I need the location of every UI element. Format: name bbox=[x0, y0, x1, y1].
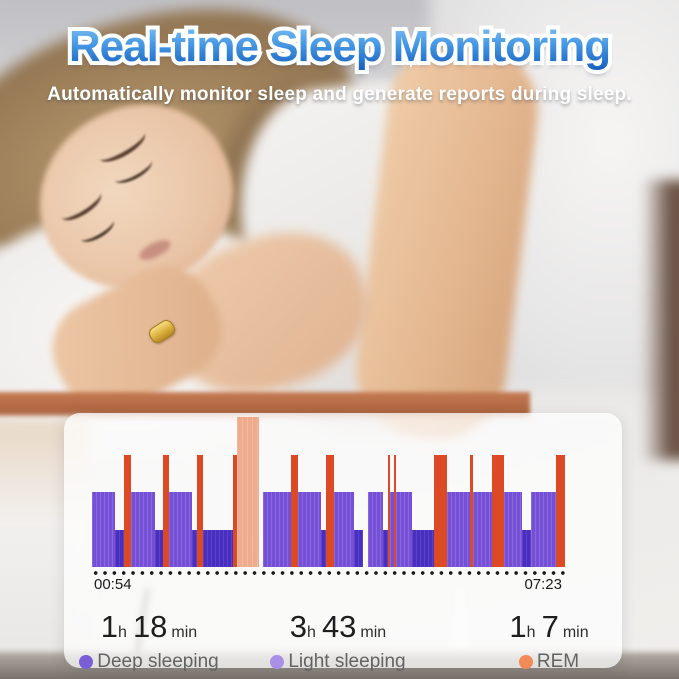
deep-sleep-dot-icon bbox=[79, 655, 94, 669]
sleep-segment-light bbox=[92, 492, 116, 567]
sleep-chart-plot bbox=[92, 417, 565, 567]
sleep-segment-light bbox=[297, 492, 321, 567]
chart-time-axis: 00:54 07:23 bbox=[64, 576, 622, 594]
light-sleep-dot-icon bbox=[270, 655, 285, 669]
sleep-segment-deep bbox=[192, 529, 198, 567]
sleep-segment-rem bbox=[163, 454, 170, 567]
sleep-segment-light bbox=[262, 492, 291, 567]
stat-rem: 1h 7 min REM bbox=[464, 609, 634, 673]
photo-bed-edge bbox=[0, 392, 530, 416]
sleep-segment-deep bbox=[412, 529, 434, 567]
sleep-segment-light bbox=[334, 492, 355, 567]
sleep-segment-rem bbox=[290, 454, 298, 567]
sleep-segment-light bbox=[390, 492, 394, 567]
sleep-segment-deep bbox=[383, 529, 388, 567]
page-title-outline: Real-time Sleep Monitoring bbox=[0, 18, 679, 75]
sleep-segment-deep bbox=[320, 529, 327, 567]
photo-headboard bbox=[642, 180, 679, 460]
sleep-segment-rem bbox=[393, 454, 397, 567]
sleep-segment-light bbox=[503, 492, 522, 567]
sleep-segment-rem bbox=[491, 454, 504, 567]
sleep-segment-light bbox=[367, 492, 383, 567]
sleep-segment-deep bbox=[202, 529, 233, 567]
sleep-segment-deep bbox=[354, 529, 363, 567]
sleep-segment-light bbox=[447, 492, 471, 567]
sleep-segment-light bbox=[530, 492, 556, 567]
stat-light-sleep: 3h 43 min Light sleeping bbox=[253, 609, 423, 673]
page-title-text: Real-time Sleep Monitoring bbox=[0, 22, 679, 72]
sleep-segment-deep bbox=[154, 529, 164, 567]
stat-light-duration: 3h 43 min bbox=[289, 609, 387, 644]
sleep-segment-light bbox=[169, 492, 193, 567]
sleep-segment-rem bbox=[433, 454, 448, 567]
chart-dotted-baseline bbox=[90, 570, 566, 576]
legend-rem: REM bbox=[464, 651, 634, 673]
sleep-segment-rem bbox=[387, 454, 391, 567]
sleep-segment-deep bbox=[521, 529, 531, 567]
stat-deep-sleep: 1h 18 min Deep sleeping bbox=[64, 609, 234, 673]
sleep-segment-rem bbox=[232, 454, 237, 567]
sleep-segment-light bbox=[130, 492, 155, 567]
stat-deep-duration: 1h 18 min bbox=[100, 609, 198, 644]
sleep-segment-rem bbox=[124, 454, 131, 567]
sleep-segment-rem bbox=[197, 454, 203, 567]
sleep-segment-rem bbox=[555, 454, 565, 567]
sleep-segment-deep bbox=[115, 529, 125, 567]
page-subtitle: Automatically monitor sleep and generate… bbox=[47, 84, 632, 105]
sleep-segment-rem bbox=[326, 454, 335, 567]
header: Real-time Sleep Monitoring Real-time Sle… bbox=[0, 18, 679, 106]
start-time-label: 00:54 bbox=[94, 576, 132, 593]
sleep-segment-light bbox=[472, 492, 492, 567]
end-time-label: 07:23 bbox=[524, 576, 562, 593]
sleep-segment-rem_big bbox=[236, 417, 260, 567]
rem-dot-icon bbox=[518, 655, 533, 669]
stat-rem-duration: 1h 7 min bbox=[509, 609, 589, 644]
sleep-segment-rem bbox=[470, 454, 473, 567]
sleep-report-card: 00:54 07:23 1h 18 min Deep sleeping 3h 43 mi… bbox=[64, 413, 622, 672]
legend-light-sleeping: Light sleeping bbox=[253, 651, 423, 673]
legend-deep-sleeping: Deep sleeping bbox=[64, 651, 234, 673]
page-title: Real-time Sleep Monitoring Real-time Sle… bbox=[0, 18, 679, 80]
sleep-segment-light bbox=[396, 492, 413, 567]
